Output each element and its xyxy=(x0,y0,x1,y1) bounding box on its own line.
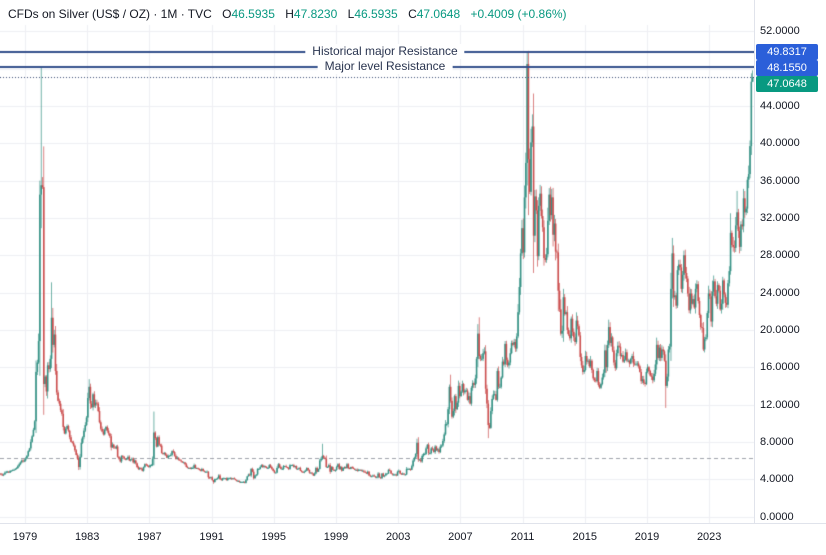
y-axis-tick: 8.0000 xyxy=(760,435,794,448)
open-label: O xyxy=(222,7,232,21)
high-value: 47.8230 xyxy=(293,7,338,21)
y-axis-tick: 44.0000 xyxy=(760,99,800,112)
symbol-title[interactable]: CFDs on Silver (US$ / OZ) · 1M · TVC xyxy=(8,7,212,21)
high-label: H xyxy=(285,7,294,21)
y-axis-tick: 12.0000 xyxy=(760,398,800,411)
time-axis[interactable]: 1979 1983 1987 1991 1995 1999 2003 2007 2011 2015… xyxy=(0,523,826,555)
y-axis-tick: 16.0000 xyxy=(760,361,800,374)
y-axis-tick: 28.0000 xyxy=(760,249,800,262)
y-axis-tick: 24.0000 xyxy=(760,286,800,299)
x-axis-tick: 1983 xyxy=(74,531,100,543)
low-label: L xyxy=(347,7,355,21)
y-axis-tick: 32.0000 xyxy=(760,211,800,224)
x-axis-tick: 2019 xyxy=(634,531,660,543)
open-value: 46.5935 xyxy=(231,7,275,21)
resistance-line-2-label[interactable]: Major level Resistance xyxy=(317,59,453,75)
y-axis-tick: 36.0000 xyxy=(760,174,800,187)
y-axis-tick: 40.0000 xyxy=(760,137,800,150)
x-axis-tick: 1995 xyxy=(261,531,287,543)
resistance-2-price-badge: 48.1550 xyxy=(756,59,818,76)
x-axis-tick: 2011 xyxy=(510,531,535,543)
y-axis-tick: 52.0000 xyxy=(760,25,800,38)
close-value: 47.0648 xyxy=(416,7,461,21)
current-price-badge: 47.0648 xyxy=(756,75,818,92)
x-axis-tick: 1987 xyxy=(137,531,162,543)
close-label: C xyxy=(408,7,417,21)
x-axis-tick: 1979 xyxy=(12,531,38,543)
resistance-line-1-label[interactable]: Historical major Resistance xyxy=(305,43,465,59)
x-axis-tick: 2003 xyxy=(385,531,411,543)
y-axis-tick: 4.0000 xyxy=(760,473,794,486)
x-axis-tick: 1991 xyxy=(199,531,224,543)
symbol-legend[interactable]: CFDs on Silver (US$ / OZ) · 1M · TVC O46… xyxy=(8,5,567,23)
y-axis-tick: 20.0000 xyxy=(760,323,800,336)
low-value: 46.5935 xyxy=(354,7,398,21)
x-axis-tick: 1999 xyxy=(323,531,349,543)
price-axis[interactable]: 49.8317 48.1550 47.0648 52.0000 44.0000 40… xyxy=(754,0,826,523)
y-axis-tick: 0.0000 xyxy=(760,510,794,523)
x-axis-tick: 2015 xyxy=(572,531,598,543)
change-value: +0.4009 (+0.86%) xyxy=(470,7,567,21)
x-axis-tick: 2007 xyxy=(448,531,473,543)
resistance-1-price-badge: 49.8317 xyxy=(756,43,818,60)
x-axis-tick: 2023 xyxy=(696,531,722,543)
